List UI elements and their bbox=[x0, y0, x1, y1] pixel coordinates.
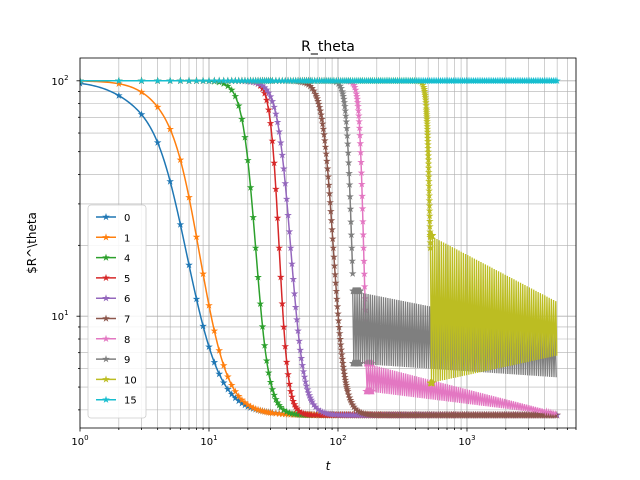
series-8-oscillation bbox=[365, 363, 557, 417]
legend-item-6: 6 bbox=[96, 294, 130, 305]
legend-item-15: 15 bbox=[96, 395, 137, 407]
legend-label: 0 bbox=[124, 213, 130, 224]
legend-label: 1 bbox=[124, 233, 130, 244]
legend-item-9: 9 bbox=[96, 355, 130, 366]
legend-label: 8 bbox=[124, 335, 130, 346]
legend-label: 6 bbox=[124, 294, 130, 305]
series-10-oscillation bbox=[429, 235, 558, 383]
legend-label: 5 bbox=[124, 274, 130, 285]
legend-item-5: 5 bbox=[96, 273, 130, 285]
legend-item-1: 1 bbox=[96, 233, 130, 244]
legend-item-0: 0 bbox=[96, 213, 130, 224]
series-layer bbox=[80, 76, 561, 419]
y-axis-label: $R^\theta bbox=[25, 212, 39, 274]
legend-label: 10 bbox=[124, 375, 137, 386]
legend-label: 4 bbox=[124, 254, 130, 265]
series-15 bbox=[80, 76, 561, 85]
x-tick-label: 103 bbox=[458, 434, 475, 448]
x-axis-ticks: 100 101 102 103 bbox=[71, 428, 577, 448]
y-axis-ticks: 101 102 bbox=[51, 74, 80, 411]
chart-title: R_theta bbox=[301, 39, 355, 55]
legend-item-8: 8 bbox=[96, 334, 130, 346]
legend-label: 7 bbox=[124, 315, 130, 326]
x-tick-label: 101 bbox=[200, 434, 217, 448]
y-tick-label: 102 bbox=[51, 74, 68, 88]
legend-item-4: 4 bbox=[96, 253, 130, 265]
x-tick-label: 102 bbox=[329, 434, 346, 448]
y-tick-label: 101 bbox=[51, 309, 68, 323]
legend-item-7: 7 bbox=[96, 314, 130, 326]
x-tick-label: 100 bbox=[71, 434, 88, 448]
legend-label: 9 bbox=[124, 355, 130, 366]
plot-frame bbox=[79, 57, 577, 429]
legend-label: 15 bbox=[124, 396, 137, 407]
legend-item-10: 10 bbox=[96, 375, 137, 386]
x-axis-label: t bbox=[326, 459, 332, 473]
legend: 0 1 4 5 6 7 8 9 10 15 bbox=[87, 204, 147, 419]
